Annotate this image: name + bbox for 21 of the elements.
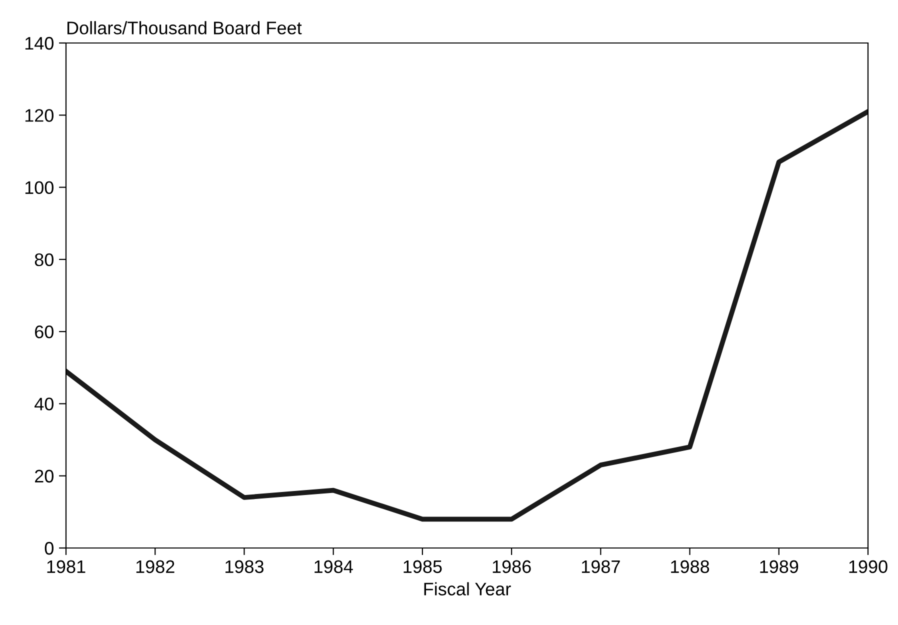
y-tick-label: 60 [35, 326, 54, 338]
x-tick-label: 1986 [492, 560, 531, 574]
x-tick-label: 1987 [582, 560, 620, 574]
x-tick-label: 1982 [136, 560, 174, 574]
y-tick-label: 40 [34, 398, 54, 410]
x-tick-label: 1990 [849, 560, 888, 574]
y-axis-title: Dollars/Thousand Board Feet [67, 21, 302, 34]
x-tick-label: 1984 [314, 560, 353, 574]
y-tick-label: 100 [25, 181, 54, 194]
x-tick-label: 1989 [760, 560, 798, 574]
x-tick-label: 1988 [671, 560, 710, 574]
x-tick-label: 1983 [226, 560, 264, 574]
x-tick-label: 1985 [404, 560, 442, 574]
y-tick-label: 0 [44, 542, 54, 555]
y-tick-label: 120 [25, 109, 54, 122]
line-series [66, 109, 868, 522]
y-tick-label: 80 [34, 253, 54, 266]
x-axis-title: Fiscal Year [424, 582, 511, 596]
y-tick-label: 20 [35, 470, 54, 483]
y-tick-label: 140 [25, 36, 54, 50]
x-tick-label: 1981 [47, 560, 86, 574]
